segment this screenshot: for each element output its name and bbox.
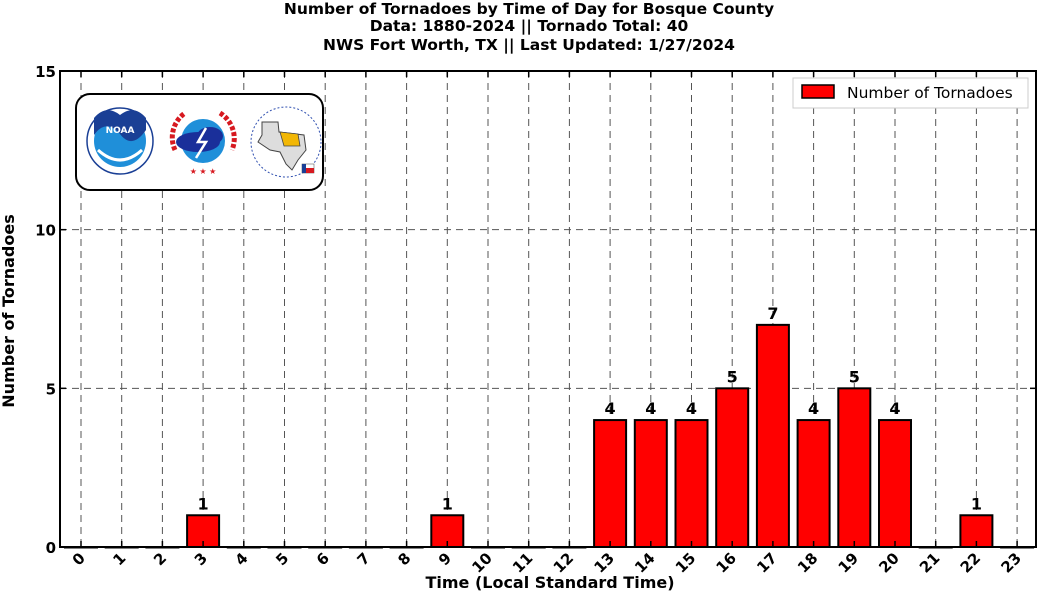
y-tick-label-0: 0 [46,539,56,557]
x-tick-label-16: 16 [713,549,740,576]
logo-box: NOAA ★ ★ ★ [75,93,324,191]
bar-hour-15 [674,419,709,549]
data-label-hour-3: 1 [198,494,209,513]
data-label-hour-15: 4 [686,399,697,418]
bar-hour-20 [878,419,912,549]
data-labels-layer: 1 1 4 4 4 5 7 4 5 4 1 [198,304,982,513]
data-label-hour-14: 4 [645,399,656,418]
data-label-hour-22: 1 [971,494,982,513]
data-label-hour-13: 4 [605,399,616,418]
bar-hour-13 [593,419,628,549]
svg-text:★ ★ ★: ★ ★ ★ [190,167,217,176]
x-tick-label-22: 22 [957,549,984,576]
svg-text:NOAA: NOAA [106,126,135,136]
x-tick-label-23: 23 [997,549,1024,576]
data-label-hour-19: 5 [849,367,860,386]
x-tick-label-0: 0 [69,549,89,569]
x-tick-label-18: 18 [794,549,821,576]
x-tick-label-9: 9 [435,549,455,569]
y-tick-label-5: 5 [46,380,56,398]
bar-hour-3 [186,514,221,548]
title-line-3: NWS Fort Worth, TX || Last Updated: 1/27… [323,36,735,55]
title-line-2: Data: 1880-2024 || Tornado Total: 40 [370,17,689,36]
bar-hour-16 [715,387,750,549]
x-tick-label-20: 20 [875,549,902,576]
x-tick-label-6: 6 [313,549,333,569]
x-tick-label-17: 17 [753,549,780,576]
noaa-logo: NOAA [86,107,154,175]
title-line-1: Number of Tornadoes by Time of Day for B… [284,0,774,18]
x-axis-label: Time (Local Standard Time) [425,573,674,592]
chart-title: Number of Tornadoes by Time of Day for B… [284,0,774,55]
y-tick-label-10: 10 [35,222,56,240]
x-tick-label-7: 7 [354,549,374,569]
x-tick-label-4: 4 [232,549,252,569]
plot-frame [59,70,1037,548]
x-tick-label-21: 21 [916,549,943,576]
legend: Number of Tornadoes [792,77,1029,109]
data-label-hour-18: 4 [808,399,819,418]
bar-hour-17 [755,323,790,548]
x-tick-label-1: 1 [109,549,129,569]
data-label-hour-9: 1 [442,494,453,513]
y-axis-label: Number of Tornadoes [0,214,18,407]
x-tick-label-15: 15 [672,549,699,576]
y-tick-label-15: 15 [35,63,56,81]
bar-hour-14 [633,419,668,549]
x-tick-label-5: 5 [272,549,292,569]
data-label-hour-20: 4 [889,399,900,418]
data-label-hour-17: 7 [767,304,778,323]
x-tick-label-19: 19 [835,549,862,576]
nws-fort-worth-texas-logo [250,106,322,178]
legend-label: Number of Tornadoes [847,84,1013,102]
national-weather-service-logo: ★ ★ ★ [169,108,237,176]
legend-swatch [801,84,835,99]
bar-hour-19 [837,387,872,549]
bar-hour-18 [796,419,831,549]
x-tick-label-2: 2 [150,549,170,569]
x-tick-label-8: 8 [394,549,414,569]
data-label-hour-16: 5 [727,367,738,386]
x-tick-label-3: 3 [191,549,211,569]
